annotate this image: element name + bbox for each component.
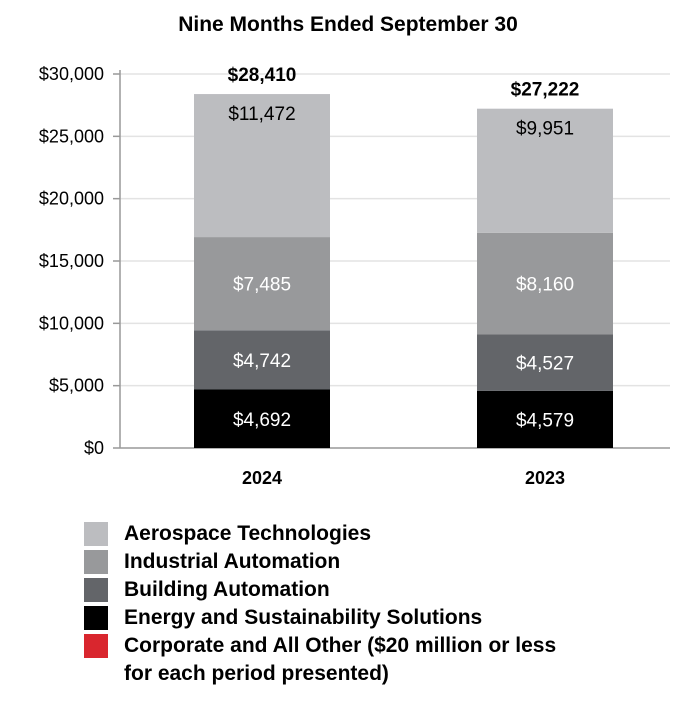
chart-title: Nine Months Ended September 30 bbox=[178, 13, 518, 36]
bar-segment bbox=[477, 334, 613, 391]
stacked-bar-chart: Nine Months Ended September 30 $0 $5,000 $… bbox=[39, 13, 670, 488]
bar-segment bbox=[194, 237, 330, 331]
legend-swatch bbox=[84, 634, 108, 658]
y-tick-label: $5,000 bbox=[49, 376, 104, 396]
data-label: $4,527 bbox=[516, 354, 574, 375]
y-tick-label: $10,000 bbox=[39, 313, 104, 333]
data-label: $4,742 bbox=[233, 351, 291, 372]
bar-segment bbox=[477, 390, 613, 448]
y-tick-label: $20,000 bbox=[39, 189, 104, 209]
legend-label: Building Automation bbox=[124, 578, 330, 601]
legend-label: for each period presented) bbox=[124, 662, 389, 685]
data-label: $7,485 bbox=[233, 275, 291, 296]
bar-segment bbox=[194, 330, 330, 390]
x-tick-label: 2024 bbox=[242, 468, 282, 488]
bar-segment bbox=[194, 389, 330, 448]
data-label: $4,579 bbox=[516, 410, 574, 431]
bar-segment bbox=[477, 108, 613, 233]
total-label: $28,410 bbox=[228, 65, 297, 86]
legend-swatch bbox=[84, 578, 108, 602]
bar-segment bbox=[477, 232, 613, 335]
total-label: $27,222 bbox=[511, 80, 580, 101]
y-tick-label: $30,000 bbox=[39, 64, 104, 84]
legend-label: Corporate and All Other ($20 million or … bbox=[124, 634, 557, 657]
y-tick-label: $15,000 bbox=[39, 251, 104, 271]
data-label: $9,951 bbox=[516, 119, 574, 140]
legend-label: Industrial Automation bbox=[124, 550, 341, 573]
x-tick-label: 2023 bbox=[525, 468, 565, 488]
data-label: $4,692 bbox=[233, 410, 291, 431]
legend-swatch bbox=[84, 522, 108, 546]
y-tick-label: $25,000 bbox=[39, 126, 104, 146]
legend-label: Aerospace Technologies bbox=[124, 522, 372, 545]
legend-swatch bbox=[84, 606, 108, 630]
legend-label: Energy and Sustainability Solutions bbox=[124, 606, 483, 629]
bar-segment bbox=[194, 94, 330, 238]
y-tick-label: $0 bbox=[84, 438, 104, 458]
legend-swatch bbox=[84, 550, 108, 574]
data-label: $11,472 bbox=[228, 104, 295, 125]
data-label: $8,160 bbox=[516, 275, 574, 296]
